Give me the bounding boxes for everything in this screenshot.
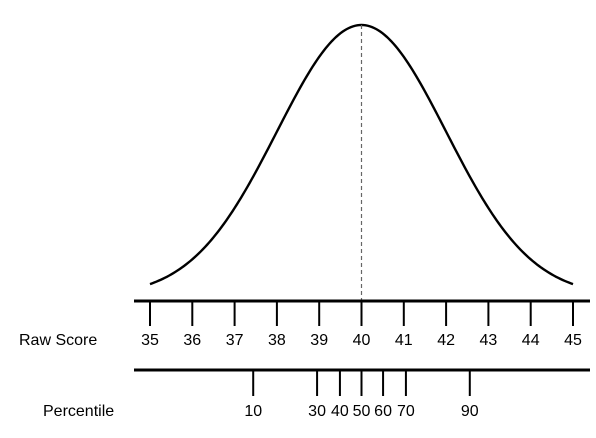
percentile-tick-label-90: 90 xyxy=(461,403,479,420)
percentile-tick-label-60: 60 xyxy=(374,403,392,420)
raw-score-tick-label-45: 45 xyxy=(564,332,582,349)
percentile-tick-label-50: 50 xyxy=(353,403,371,420)
raw-score-tick-label-41: 41 xyxy=(395,332,413,349)
raw-score-tick-label-44: 44 xyxy=(522,332,540,349)
percentile-tick-label-70: 70 xyxy=(397,403,415,420)
raw-score-tick-label-40: 40 xyxy=(353,332,371,349)
raw-score-tick-label-42: 42 xyxy=(437,332,455,349)
percentile-axis-label: Percentile xyxy=(43,403,114,420)
raw-score-tick-label-38: 38 xyxy=(268,332,286,349)
percentile-tick-label-30: 30 xyxy=(308,403,326,420)
raw-score-axis-label: Raw Score xyxy=(19,332,97,349)
percentile-ticks: 10 30 40 50 60 70 90 xyxy=(244,370,479,420)
raw-score-tick-label-35: 35 xyxy=(141,332,159,349)
percentile-tick-label-40: 40 xyxy=(331,403,349,420)
raw-score-tick-label-36: 36 xyxy=(183,332,201,349)
raw-score-tick-label-37: 37 xyxy=(226,332,244,349)
raw-score-ticks: 35 36 37 38 39 40 41 42 43 44 45 xyxy=(141,301,582,349)
percentile-tick-label-10: 10 xyxy=(244,403,262,420)
raw-score-tick-label-39: 39 xyxy=(310,332,328,349)
raw-score-tick-label-43: 43 xyxy=(480,332,498,349)
